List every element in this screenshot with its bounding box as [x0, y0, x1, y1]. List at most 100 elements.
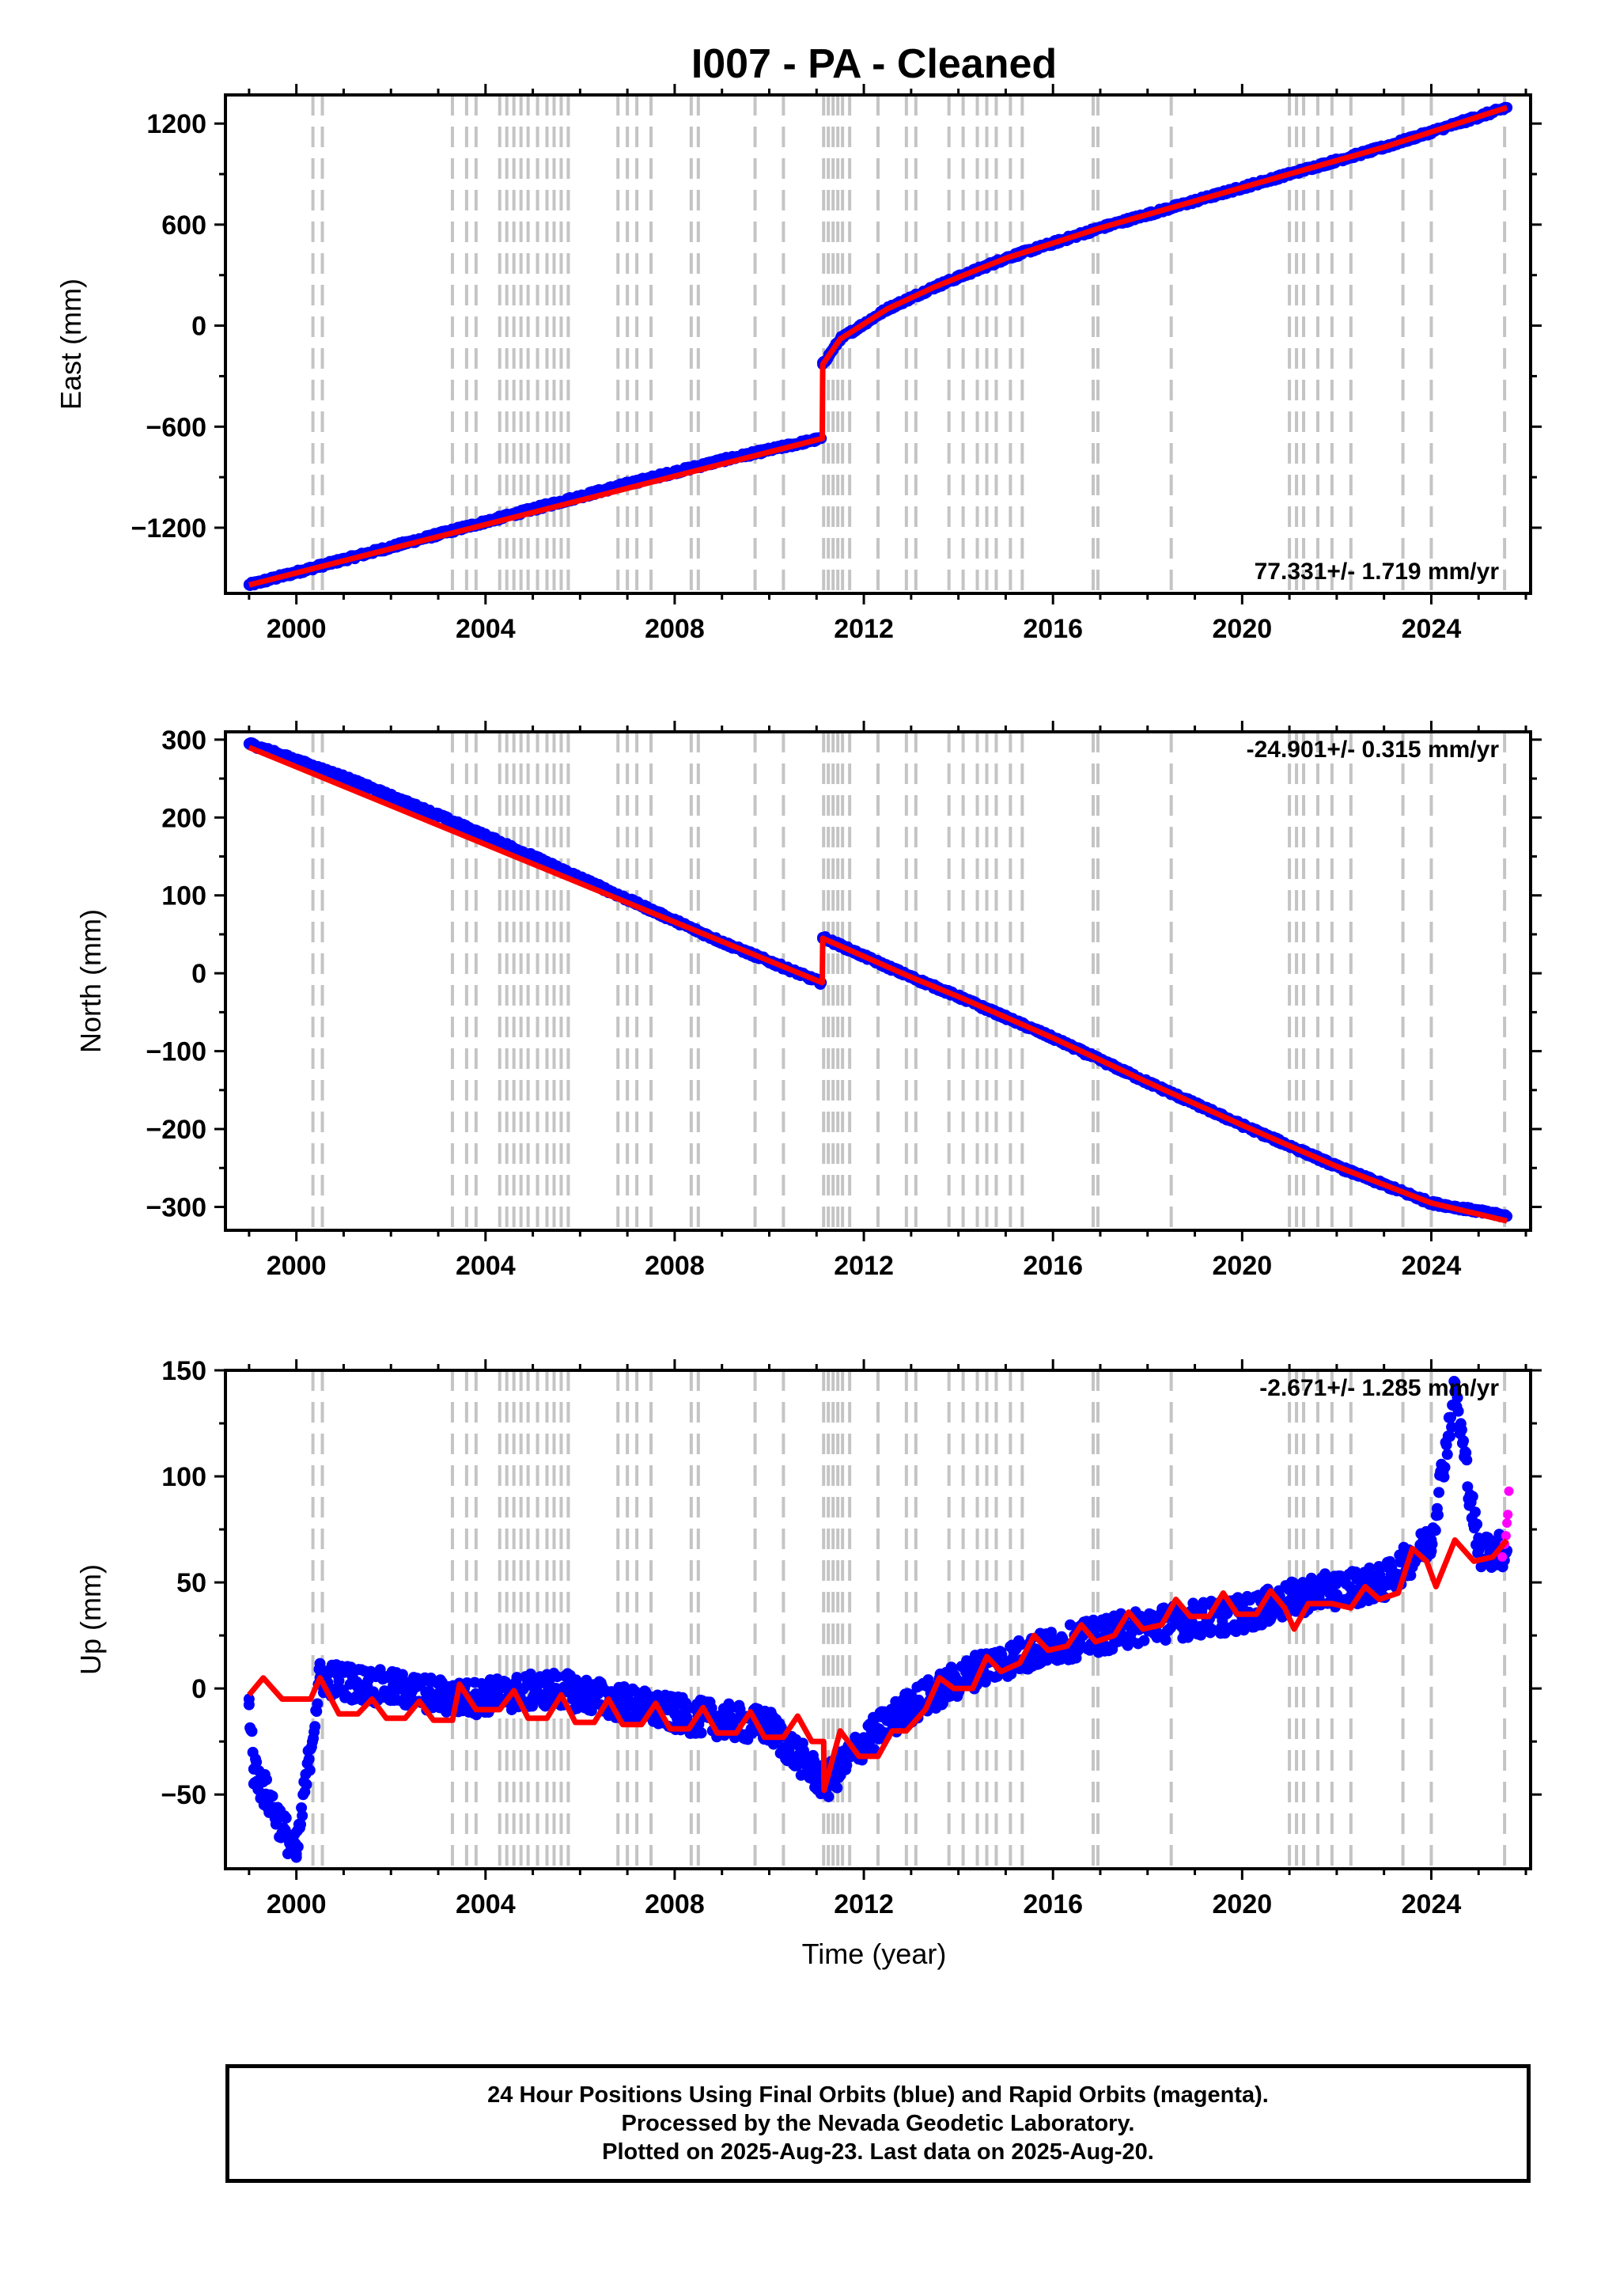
rate-annotation: -24.901+/- 0.315 mm/yr — [1247, 737, 1500, 763]
data-point — [652, 1689, 664, 1701]
data-point — [1015, 1639, 1027, 1650]
data-point — [1445, 1411, 1457, 1423]
y-tick-label: −1200 — [131, 513, 207, 544]
plot-frame — [224, 1369, 1532, 1870]
y-tick-label: 150 — [161, 1356, 206, 1386]
data-point — [1378, 1577, 1390, 1589]
data-point — [527, 851, 539, 862]
y-tick-label: 300 — [161, 726, 206, 756]
data-point — [1206, 1623, 1218, 1635]
y-tick-label: 200 — [161, 803, 206, 833]
data-point — [511, 1672, 523, 1684]
x-tick-label: 2008 — [645, 614, 705, 644]
x-tick-label: 2000 — [267, 1889, 327, 1919]
x-tick-label: 2016 — [1023, 1889, 1083, 1919]
data-point — [1458, 1435, 1470, 1447]
data-point — [1444, 1430, 1455, 1442]
data-point — [243, 1693, 255, 1705]
x-tick-label: 2004 — [456, 1251, 516, 1281]
data-point — [858, 1736, 870, 1748]
data-point — [1471, 1518, 1483, 1530]
y-tick-label: −300 — [146, 1192, 206, 1222]
data-point — [374, 1664, 386, 1676]
data-point — [312, 1698, 324, 1710]
data-point — [905, 1699, 917, 1711]
data-point — [295, 1818, 307, 1830]
data-point — [290, 1848, 302, 1860]
data-point — [841, 1760, 853, 1771]
data-point — [1504, 1486, 1514, 1496]
data-point — [433, 809, 445, 821]
data-point — [1482, 1532, 1494, 1544]
data-point — [1452, 1405, 1464, 1417]
x-tick-label: 2012 — [834, 1889, 894, 1919]
data-point — [1433, 1487, 1445, 1498]
data-point — [1405, 1570, 1417, 1582]
x-tick-label: 2020 — [1213, 1889, 1273, 1919]
y-tick-label: 1200 — [146, 109, 206, 139]
data-point — [524, 1668, 536, 1680]
data-point — [763, 1721, 775, 1733]
data-point — [1473, 1544, 1485, 1556]
data-point — [1461, 1454, 1473, 1466]
x-tick-label: 2004 — [456, 614, 516, 644]
data-point — [1221, 1607, 1233, 1619]
x-tick-label: 2020 — [1213, 1251, 1273, 1281]
data-point — [246, 1726, 258, 1737]
data-point — [267, 1790, 278, 1802]
x-tick-label: 2024 — [1402, 614, 1462, 644]
footer-line-2: Processed by the Nevada Geodetic Laborat… — [621, 2111, 1135, 2136]
data-point — [1502, 1518, 1512, 1529]
data-point — [869, 1744, 880, 1756]
data-point — [1138, 1635, 1150, 1646]
event-lines — [311, 1370, 1507, 1869]
footer-line-1: 24 Hour Positions Using Final Orbits (bl… — [487, 2082, 1269, 2108]
x-tick-label: 2024 — [1402, 1251, 1462, 1281]
y-tick-label: 100 — [161, 881, 206, 911]
x-tick-label: 2016 — [1023, 1251, 1083, 1281]
data-point — [1439, 1461, 1451, 1473]
data-point — [338, 771, 350, 783]
y-tick-label: −100 — [146, 1037, 206, 1067]
y-axis-label: Up (mm) — [74, 1564, 107, 1675]
data-point — [1501, 1531, 1511, 1541]
y-tick-label: −200 — [146, 1115, 206, 1145]
data-point — [303, 1753, 315, 1765]
data-point — [301, 1779, 312, 1790]
model-fit-line — [248, 744, 1508, 1224]
panel-north: 2000 2004 2008 2012 2016 2020 2024−300−200−100… — [74, 721, 1542, 1281]
data-point — [1449, 1385, 1461, 1397]
y-tick-label: 100 — [161, 1462, 206, 1492]
x-tick-label: 2024 — [1402, 1889, 1462, 1919]
data-point — [248, 1764, 259, 1775]
data-point — [1449, 1377, 1461, 1389]
y-tick-label: 0 — [191, 959, 206, 989]
data-point — [551, 1683, 562, 1695]
y-tick-label: −600 — [146, 412, 206, 442]
model-fit-line — [247, 1537, 1509, 1794]
data-point — [831, 1782, 843, 1794]
x-tick-label: 2004 — [456, 1889, 516, 1919]
x-tick-label: 2012 — [834, 614, 894, 644]
data-point — [1425, 1534, 1437, 1546]
plot-frame — [224, 93, 1532, 595]
x-tick-label: 2012 — [834, 1251, 894, 1281]
panels: 2000 2004 2008 2012 2016 2020 2024−1200−600060… — [55, 84, 1542, 1970]
panel-east: 2000 2004 2008 2012 2016 2020 2024−1200−600060… — [55, 84, 1542, 644]
y-tick-label: 50 — [176, 1568, 206, 1598]
panel-up: 2000 2004 2008 2012 2016 2020 2024−50050100150… — [74, 1356, 1542, 1919]
x-tick-label: 2000 — [267, 1251, 327, 1281]
data-point — [1455, 1424, 1467, 1436]
data-point — [1503, 1510, 1513, 1520]
x-tick-label: 2000 — [267, 614, 327, 644]
data-point — [823, 1790, 835, 1802]
rate-annotation: -2.671+/- 1.285 mm/yr — [1259, 1375, 1499, 1401]
rate-annotation: 77.331+/- 1.719 mm/yr — [1255, 559, 1500, 585]
data-point — [280, 1812, 292, 1824]
data-point — [1469, 1506, 1481, 1518]
y-axis-label: North (mm) — [74, 909, 107, 1053]
y-tick-label: 0 — [191, 1674, 206, 1704]
data-point — [261, 1774, 273, 1786]
data-point — [1432, 1509, 1444, 1521]
